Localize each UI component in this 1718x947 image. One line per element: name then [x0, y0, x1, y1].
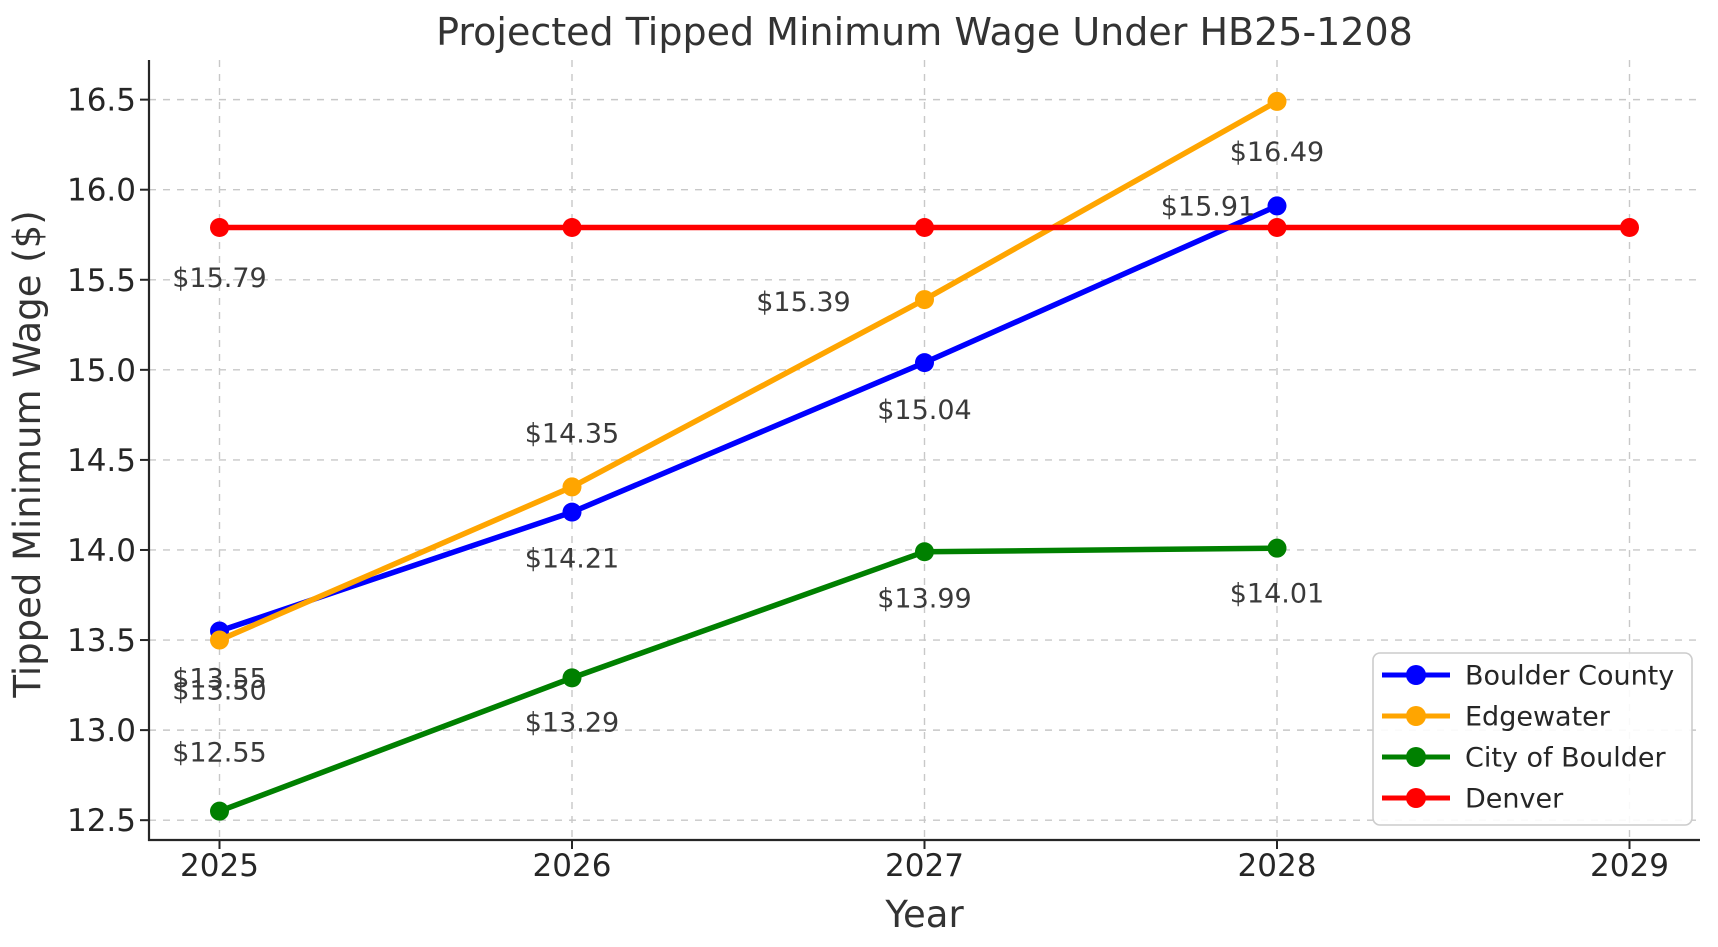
chart-title: Projected Tipped Minimum Wage Under HB25… [436, 10, 1413, 54]
point-label-boulder-county-2028: $15.91 [1161, 191, 1255, 222]
data-point-city-of-boulder-2028 [1267, 538, 1287, 558]
point-label-edgewater-2028: $16.49 [1230, 137, 1324, 168]
legend-label-city-of-boulder: City of Boulder [1465, 743, 1667, 774]
point-label-denver-2025: $15.79 [172, 263, 266, 294]
data-point-denver-2028 [1267, 218, 1287, 238]
legend-label-denver: Denver [1465, 784, 1564, 815]
x-axis-label: Year [885, 893, 964, 936]
data-point-city-of-boulder-2025 [210, 801, 229, 821]
data-point-edgewater-2027 [915, 290, 934, 310]
x-tick-label: 2028 [1238, 848, 1317, 884]
point-label-city-of-boulder-2025: $12.55 [172, 738, 266, 769]
point-label-boulder-county-2027: $15.04 [877, 395, 971, 426]
data-point-edgewater-2028 [1267, 91, 1287, 111]
y-tick-label: 14.5 [67, 443, 136, 479]
point-label-boulder-county-2026: $14.21 [525, 544, 619, 575]
data-point-denver-2026 [562, 218, 582, 238]
data-point-boulder-county-2026 [562, 502, 582, 522]
y-tick-label: 16.5 [67, 83, 136, 119]
legend-label-edgewater: Edgewater [1465, 702, 1611, 733]
point-label-city-of-boulder-2028: $14.01 [1230, 579, 1324, 610]
point-label-boulder-county-2025: $13.55 [172, 664, 266, 695]
y-tick-label: 16.0 [67, 173, 136, 209]
series-line-city-of-boulder [216, 545, 1280, 814]
y-tick-label: 13.0 [67, 713, 136, 749]
point-label-edgewater-2027: $15.39 [756, 287, 850, 318]
point-label-edgewater-2026: $14.35 [525, 418, 619, 449]
data-point-denver-2029 [1620, 218, 1639, 238]
point-label-city-of-boulder-2026: $13.29 [525, 707, 619, 738]
point-label-city-of-boulder-2027: $13.99 [877, 583, 971, 614]
data-point-edgewater-2026 [562, 477, 582, 497]
y-tick-label: 12.5 [67, 803, 136, 839]
legend-box [1372, 652, 1693, 826]
x-tick-label: 2026 [533, 848, 612, 884]
data-point-denver-2025 [210, 218, 229, 238]
series-line-edgewater [216, 98, 1280, 643]
x-tick-label: 2029 [1590, 848, 1669, 884]
legend-marker-dot-denver [1406, 788, 1426, 808]
y-tick-label: 14.0 [67, 533, 136, 569]
data-point-boulder-county-2028 [1267, 196, 1287, 216]
x-tick-label: 2027 [885, 848, 964, 884]
legend-marker-dot-edgewater [1406, 706, 1426, 726]
data-point-city-of-boulder-2027 [915, 542, 934, 562]
data-point-edgewater-2025 [210, 630, 229, 650]
series-line-boulder-county [216, 203, 1280, 634]
data-point-denver-2027 [915, 218, 934, 238]
point-label-edgewater-2025: $13.50 [172, 676, 266, 707]
data-point-city-of-boulder-2026 [562, 668, 582, 688]
legend-marker-dot-boulder-county [1406, 665, 1426, 685]
legend-marker-dot-city-of-boulder [1406, 747, 1426, 767]
y-tick-label: 15.0 [67, 353, 136, 389]
y-tick-label: 13.5 [67, 623, 136, 659]
data-point-boulder-county-2027 [915, 353, 934, 373]
y-tick-label: 15.5 [67, 263, 136, 299]
legend-label-boulder-county: Boulder County [1465, 661, 1674, 692]
x-tick-label: 2025 [180, 848, 259, 884]
